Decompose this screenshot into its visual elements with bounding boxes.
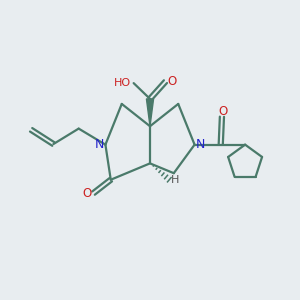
Text: H: H (170, 175, 179, 185)
Text: N: N (95, 138, 104, 151)
Text: N: N (196, 138, 205, 151)
Text: HO: HO (114, 77, 131, 88)
Polygon shape (146, 99, 154, 126)
Text: O: O (167, 74, 177, 88)
Text: O: O (219, 105, 228, 118)
Text: O: O (82, 187, 91, 200)
